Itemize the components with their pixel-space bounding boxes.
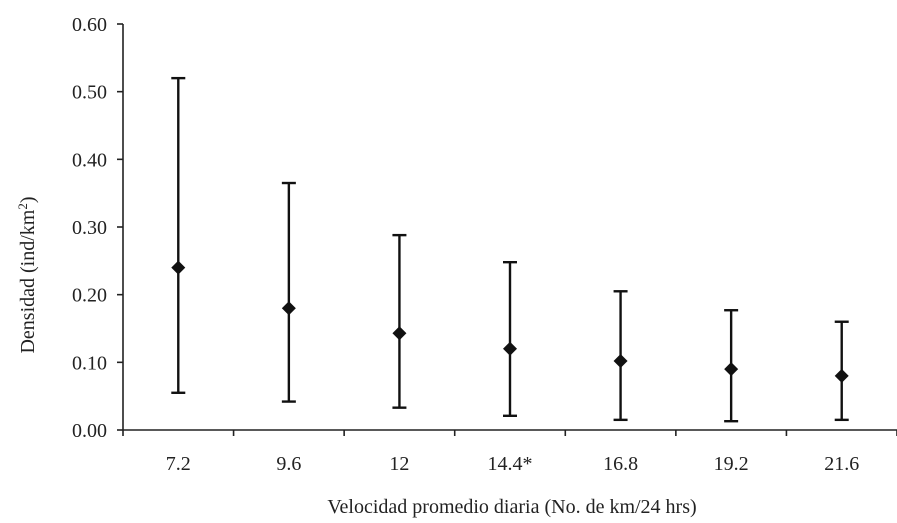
data-point-marker	[392, 326, 407, 341]
x-tick-label: 14.4*	[488, 453, 533, 475]
x-axis: 7.2 9.6 12 14.4* 16.8 19.2 21.6	[122, 429, 897, 475]
data-point-marker	[834, 368, 849, 383]
x-tick-label: 21.6	[824, 453, 859, 475]
y-tick-label: 0.30	[72, 217, 107, 239]
x-tick-label: 19.2	[714, 453, 749, 475]
y-tick-label: 0.10	[72, 352, 107, 374]
data-point-marker	[503, 341, 517, 356]
x-tick-label: 16.8	[603, 453, 638, 475]
x-tick-label: 9.6	[276, 453, 301, 475]
x-tick-label: 7.2	[166, 453, 191, 475]
data-point-marker	[281, 301, 296, 316]
x-axis-title: Velocidad promedio diaria (No. de km/24 …	[327, 496, 696, 518]
x-tick-label: 12	[389, 453, 409, 475]
y-tick-label: 0.00	[72, 420, 107, 442]
data-point-marker	[613, 353, 628, 368]
y-axis-title: Densidad (ind/km2)	[15, 196, 40, 353]
y-tick-label: 0.60	[72, 14, 107, 36]
data-point-marker	[171, 260, 186, 275]
y-axis: 0.00 0.10 0.20 0.30 0.40 0.50 0.60	[72, 14, 124, 442]
y-tick-label: 0.20	[72, 285, 107, 307]
data-series	[171, 76, 849, 423]
data-point-marker	[724, 362, 739, 377]
y-tick-label: 0.50	[72, 82, 107, 104]
y-tick-label: 0.40	[72, 149, 107, 171]
y-axis-title-superscript: 2	[15, 203, 30, 210]
y-axis-title-main: Densidad (ind/km	[17, 209, 39, 353]
y-axis-title-close: )	[17, 196, 39, 203]
